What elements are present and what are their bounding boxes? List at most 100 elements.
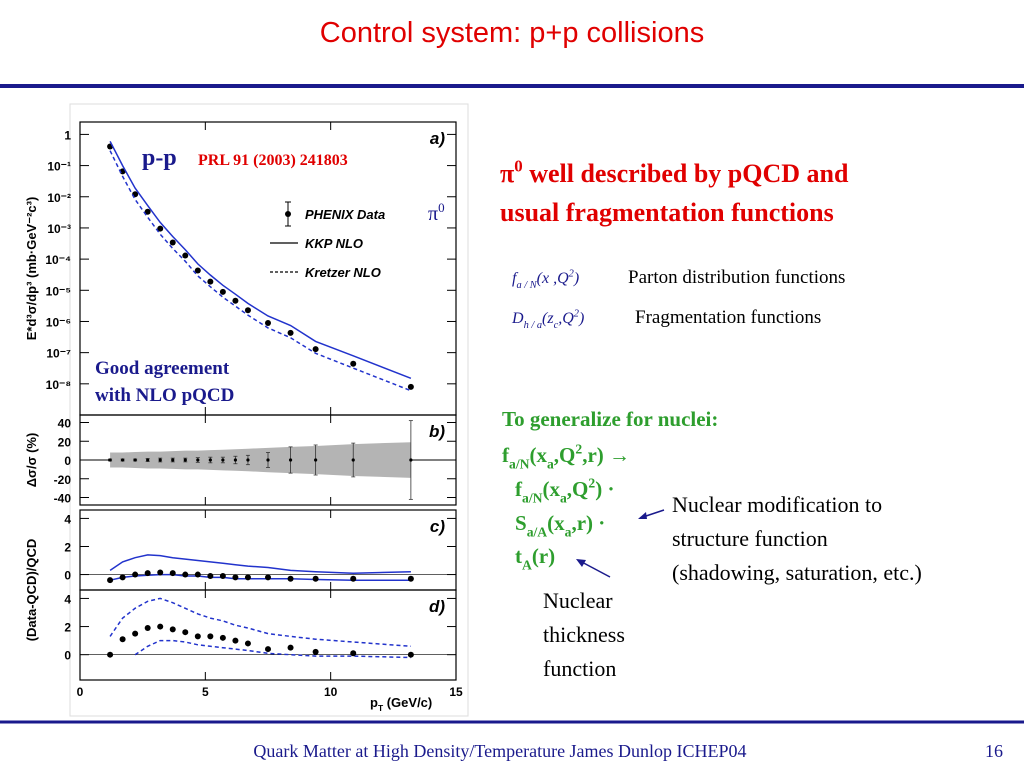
y-tick-label: 10⁻³ [47,222,71,236]
equation-part: a/N [509,456,530,471]
curve [109,597,411,648]
data-point [157,623,164,630]
data-point [207,633,214,640]
data-point [121,458,125,462]
y-axis-label: (Data-QCD)/QCD [24,539,39,642]
data-point [169,239,176,246]
data-point [144,208,151,215]
data-point [207,278,214,285]
equation: fa/N(xa,Q2) · [515,476,614,506]
formula-part: 2 [569,269,574,280]
data-point [409,458,413,462]
data-point [158,458,162,462]
data-point [265,574,271,581]
note: function [543,656,616,681]
headline-part: 0 [514,157,522,176]
data-point [287,575,294,582]
equation-part: ,r) → [582,443,630,467]
annotation-part: 0 [438,200,445,215]
y-tick-label: 10⁻⁷ [46,347,71,361]
y-tick-label: 0 [64,569,71,583]
data-point [196,458,200,462]
data-point [108,458,112,462]
note: Nuclear [543,588,613,613]
data-point [157,569,164,576]
y-axis-label: Δσ/σ (%) [24,433,39,488]
annotation: with NLO pQCD [95,385,234,406]
equation-part: (x [529,443,547,467]
data-point [407,651,414,658]
y-tick-label: -40 [54,492,72,506]
equation-part: 2 [588,476,595,491]
y-tick-label: 10⁻⁵ [46,284,71,298]
data-point [265,320,271,327]
slide-title: Control system: p+p collisions [320,17,704,49]
data-point [312,346,319,353]
equation-part: ,Q [554,443,576,467]
data-point [132,571,139,578]
y-tick-label: 4 [64,512,71,526]
data-point [246,458,250,462]
y-tick-label: 2 [64,540,71,554]
formula-part: ,Q [558,310,574,327]
data-point [232,637,239,644]
formula-part: c [554,320,559,331]
headline-part: π [500,159,514,188]
formula-part: ) [578,310,584,327]
data-point [182,629,189,636]
data-point [266,458,270,462]
y-axis-label: E*d³σ/dp³ (mb·GeV⁻²c³) [24,197,39,341]
data-point [183,458,187,462]
panel-label: c) [430,517,445,536]
formula-part: h / a [524,320,542,331]
headline: usual fragmentation functions [500,198,834,227]
data-point [119,574,126,581]
data-point [194,633,201,640]
data-point [182,252,189,259]
error-band [110,442,411,478]
y-tick-label: 10⁻² [47,191,71,205]
equation-part: a/N [522,490,543,505]
y-tick-label: 0 [64,454,71,468]
data-point [107,577,114,584]
data-point [312,648,319,655]
annotation: p-p [142,145,177,171]
data-point [288,458,293,462]
equation-part: ) · [595,477,614,501]
annotation: PRL 91 (2003) 241803 [198,152,348,169]
data-point [232,574,239,581]
data-point [407,575,414,582]
data-point [265,646,271,653]
equation-part: (x [547,511,565,535]
data-point [169,570,176,577]
y-tick-label: 0 [64,649,71,663]
data-point [169,626,176,633]
arrowhead [576,559,586,567]
data-point [208,458,212,462]
note: (shadowing, saturation, etc.) [672,560,922,585]
y-tick-label: 2 [64,621,71,635]
formula-part: ) [573,270,579,287]
data-point [157,225,164,232]
formula-part: f [512,270,519,287]
data-point [351,458,355,462]
y-tick-label: 1 [64,128,71,142]
formula-part: 2 [574,309,579,320]
equation-part: ,Q [567,477,589,501]
data-point [244,640,251,647]
legend-label: Kretzer NLO [305,265,381,280]
x-tick-label: 0 [77,685,84,699]
panel-label: a) [430,129,445,148]
data-point [132,630,139,637]
annotation: π0 [428,200,445,225]
data-point [219,288,226,295]
equation-part: a [565,524,572,539]
equation-part: ,r) · [571,511,605,535]
data-point [287,644,294,651]
x-axis-label-part: T [378,703,384,713]
equation-part: A [522,557,532,572]
equation: tA(r) [515,544,555,572]
equation-part: t [515,544,522,568]
panel-label: b) [429,422,445,441]
